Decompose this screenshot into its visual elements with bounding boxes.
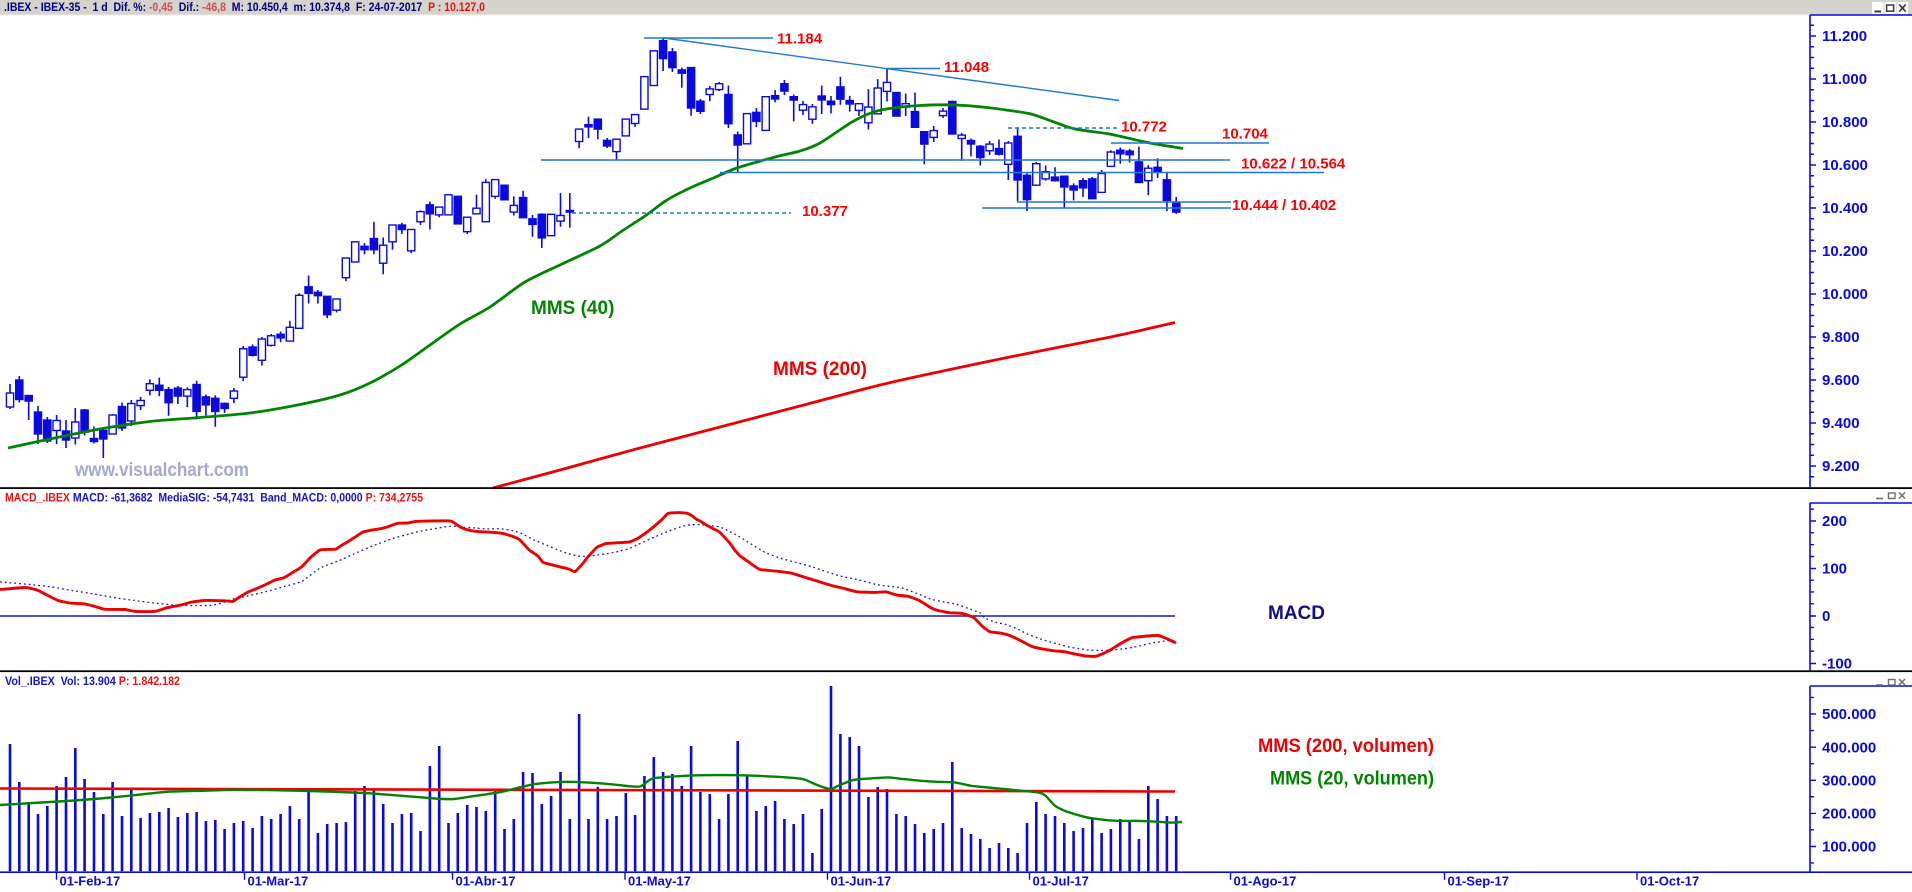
svg-text:MMS (40): MMS (40) bbox=[531, 298, 614, 319]
svg-text:MMS (200, volumen): MMS (200, volumen) bbox=[1258, 736, 1434, 757]
svg-text:01-Oct-17: 01-Oct-17 bbox=[1640, 874, 1699, 889]
svg-text:10.704: 10.704 bbox=[1222, 126, 1269, 143]
svg-text:11.184: 11.184 bbox=[777, 31, 823, 48]
svg-text:11.048: 11.048 bbox=[944, 59, 989, 76]
svg-text:500.000: 500.000 bbox=[1822, 706, 1876, 723]
svg-text:10.772: 10.772 bbox=[1121, 119, 1167, 136]
svg-text:MACD: MACD bbox=[1268, 603, 1325, 624]
svg-text:MMS (200): MMS (200) bbox=[773, 359, 867, 380]
svg-text:10.622 / 10.564: 10.622 / 10.564 bbox=[1241, 156, 1346, 173]
svg-text:01-Jun-17: 01-Jun-17 bbox=[831, 874, 892, 889]
svg-text:01-Abr-17: 01-Abr-17 bbox=[456, 874, 516, 889]
svg-text:MMS (20, volumen): MMS (20, volumen) bbox=[1270, 769, 1434, 790]
svg-text:01-Ago-17: 01-Ago-17 bbox=[1234, 874, 1297, 889]
svg-text:400.000: 400.000 bbox=[1822, 739, 1876, 756]
svg-text:01-Feb-17: 01-Feb-17 bbox=[60, 874, 121, 889]
svg-text:0: 0 bbox=[1822, 608, 1830, 625]
svg-text:.IBEX - IBEX-35 - 1 d Dif. %: .IBEX - IBEX-35 - 1 d Dif. %: -0,45 Dif.… bbox=[4, 0, 485, 14]
svg-text:10.400: 10.400 bbox=[1822, 200, 1868, 217]
svg-text:9.200: 9.200 bbox=[1822, 458, 1860, 475]
svg-text:-100: -100 bbox=[1822, 656, 1852, 673]
svg-text:MACD_.IBEX MACD: -61,3682 Med: MACD_.IBEX MACD: -61,3682 MediaSIG: -54,… bbox=[5, 491, 423, 505]
svg-text:01-Mar-17: 01-Mar-17 bbox=[248, 874, 309, 889]
svg-text:9.400: 9.400 bbox=[1822, 415, 1860, 432]
svg-text:300.000: 300.000 bbox=[1822, 773, 1876, 790]
svg-text:10.444 / 10.402: 10.444 / 10.402 bbox=[1232, 197, 1336, 214]
svg-text:01-May-17: 01-May-17 bbox=[628, 874, 691, 889]
svg-text:01-Sep-17: 01-Sep-17 bbox=[1448, 874, 1509, 889]
svg-text:10.200: 10.200 bbox=[1822, 243, 1868, 260]
svg-text:10.377: 10.377 bbox=[802, 203, 848, 220]
svg-text:11.000: 11.000 bbox=[1822, 71, 1867, 88]
svg-text:11.200: 11.200 bbox=[1822, 28, 1867, 45]
svg-text:100.000: 100.000 bbox=[1822, 839, 1876, 856]
svg-text:01-Jul-17: 01-Jul-17 bbox=[1033, 874, 1089, 889]
svg-text:9.600: 9.600 bbox=[1822, 372, 1860, 389]
svg-text:9.800: 9.800 bbox=[1822, 329, 1860, 346]
svg-text:200: 200 bbox=[1822, 513, 1847, 530]
svg-text:200.000: 200.000 bbox=[1822, 806, 1876, 823]
svg-text:10.800: 10.800 bbox=[1822, 114, 1868, 131]
svg-text:10.600: 10.600 bbox=[1822, 157, 1868, 174]
svg-text:100: 100 bbox=[1822, 561, 1847, 578]
svg-text:Vol_.IBEX Vol: 13.904 P: 1.84: Vol_.IBEX Vol: 13.904 P: 1.842.182 bbox=[5, 674, 180, 688]
svg-text:www.visualchart.com: www.visualchart.com bbox=[74, 460, 249, 481]
svg-text:10.000: 10.000 bbox=[1822, 286, 1868, 303]
